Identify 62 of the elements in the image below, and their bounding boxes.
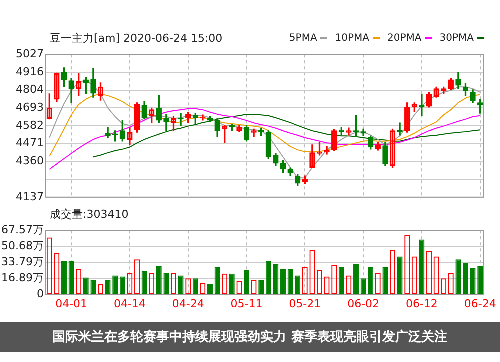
y-tick-label: 0 [37,288,44,301]
chart-title: 成交量:303410 [50,206,129,222]
y-tick-label: 4137 [16,190,44,204]
bar [338,267,344,294]
y-tick-label: 67.57万 [2,223,44,236]
bar [244,270,250,294]
bar [62,262,67,294]
y-tick-label: 4582 [16,118,44,132]
bar [258,280,264,294]
bar [178,276,184,294]
y-tick-label: 4916 [16,65,44,78]
bar [419,240,425,294]
bar [164,272,170,294]
bar [105,280,111,294]
bar [463,263,468,294]
y-tick-label: 50.68万 [2,240,44,253]
bar [354,264,359,294]
bar [288,269,294,294]
bar [142,271,148,294]
x-tick-label: 06-24 [464,297,496,310]
y-tick-label: 5027 [16,47,44,60]
bar [90,280,96,294]
bar [120,276,126,294]
x-tick-label: 04-14 [114,297,146,310]
bar [397,256,403,294]
bar [68,262,74,294]
bar [192,278,198,294]
x-tick-label: 05-21 [289,297,322,310]
legend-label: 30PMA [440,32,474,44]
bar [382,267,388,294]
candlestick [164,114,170,132]
bar [295,276,301,294]
legend-label: 10PMA [335,32,370,44]
bar [266,262,272,294]
y-tick-label: 16.89万 [2,272,44,285]
x-tick-label: 04-24 [172,297,204,310]
text: 国际米兰在多轮赛事中持续展现强劲实力 赛季表现亮眼引发广泛关注 [0,322,500,352]
legend-label: 5PMA [289,32,318,44]
y-tick-label: 33.79万 [2,256,44,269]
bar [112,276,118,294]
x-tick-label: 05-11 [230,297,263,310]
bar [208,284,213,294]
bar [470,268,476,294]
bar [368,267,374,294]
bar [214,267,220,294]
bar [229,274,235,294]
bar [280,269,286,294]
y-tick-label: 4804 [16,83,44,96]
x-tick-label: 04-01 [56,297,88,310]
x-tick-label: 06-12 [406,297,438,310]
bar [83,278,89,294]
legend-label: 20PMA [388,32,422,44]
y-tick-label: 4693 [16,101,44,114]
chart-title: 豆一主力[am] 2020-06-24 15:00 [50,30,223,46]
bar [156,266,162,294]
bar [360,278,366,294]
x-tick-label: 06-02 [348,297,380,310]
bar [456,260,462,294]
bar [478,266,484,294]
y-tick-label: 4471 [16,136,44,150]
bar [273,264,279,294]
y-tick-label: 4360 [16,154,44,168]
